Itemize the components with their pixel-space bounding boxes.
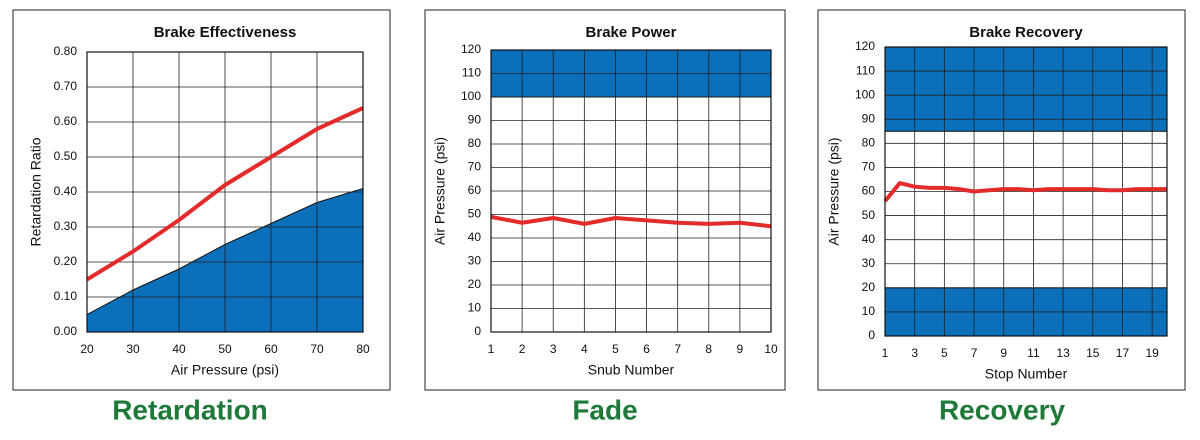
y-tick-label: 100 bbox=[461, 89, 481, 103]
y-tick-label: 80 bbox=[468, 136, 482, 150]
y-tick-label: 70 bbox=[862, 160, 876, 174]
y-tick-label: 40 bbox=[468, 230, 482, 244]
x-tick-label: 10 bbox=[764, 342, 778, 356]
y-tick-label: 0.10 bbox=[54, 289, 78, 303]
x-tick-label: 9 bbox=[1000, 346, 1007, 360]
chart-title: Brake Recovery bbox=[969, 24, 1083, 41]
y-tick-label: 0 bbox=[868, 328, 875, 342]
x-tick-label: 6 bbox=[643, 342, 650, 356]
x-tick-label: 7 bbox=[674, 342, 681, 356]
y-axis-label: Air Pressure (psi) bbox=[826, 137, 842, 245]
x-axis-label: Snub Number bbox=[588, 362, 675, 378]
y-tick-label: 30 bbox=[862, 256, 876, 270]
line bbox=[85, 106, 364, 282]
y-axis-label: Retardation Ratio bbox=[28, 137, 44, 246]
x-tick-label: 30 bbox=[126, 342, 140, 356]
band bbox=[884, 46, 1168, 132]
caption: Fade bbox=[572, 394, 637, 425]
x-tick-label: 8 bbox=[705, 342, 712, 356]
x-tick-label: 60 bbox=[264, 342, 278, 356]
x-tick-label: 15 bbox=[1086, 346, 1100, 360]
y-tick-label: 100 bbox=[855, 87, 875, 101]
y-tick-label: 0.70 bbox=[54, 79, 78, 93]
y-tick-label: 0.00 bbox=[54, 324, 78, 338]
y-tick-label: 110 bbox=[462, 66, 481, 80]
line bbox=[490, 214, 772, 229]
x-tick-label: 80 bbox=[356, 342, 370, 356]
x-axis-label: Air Pressure (psi) bbox=[171, 362, 279, 378]
y-tick-label: 0 bbox=[474, 324, 481, 338]
x-tick-label: 5 bbox=[612, 342, 619, 356]
plot-border bbox=[490, 49, 772, 333]
chart-title: Brake Power bbox=[586, 24, 677, 41]
y-tick-label: 120 bbox=[855, 39, 875, 53]
caption: Retardation bbox=[112, 394, 268, 425]
y-tick-label: 0.20 bbox=[54, 254, 78, 268]
x-tick-label: 9 bbox=[737, 342, 744, 356]
y-tick-label: 20 bbox=[862, 280, 876, 294]
y-tick-label: 40 bbox=[862, 232, 876, 246]
y-tick-label: 0.60 bbox=[54, 114, 78, 128]
x-axis-label: Stop Number bbox=[985, 366, 1068, 382]
caption: Recovery bbox=[939, 394, 1066, 425]
y-tick-label: 50 bbox=[468, 207, 482, 221]
x-tick-label: 50 bbox=[218, 342, 232, 356]
x-tick-label: 3 bbox=[550, 342, 557, 356]
y-tick-label: 110 bbox=[856, 63, 875, 77]
y-tick-label: 0.30 bbox=[54, 219, 78, 233]
y-tick-label: 20 bbox=[468, 277, 482, 291]
y-tick-label: 90 bbox=[862, 111, 876, 125]
line bbox=[883, 181, 1167, 203]
y-tick-label: 80 bbox=[862, 136, 876, 150]
x-tick-label: 2 bbox=[519, 342, 526, 356]
y-tick-label: 60 bbox=[862, 184, 876, 198]
y-tick-label: 50 bbox=[862, 208, 876, 222]
y-tick-label: 90 bbox=[468, 113, 482, 127]
x-tick-label: 3 bbox=[911, 346, 918, 360]
x-tick-label: 4 bbox=[581, 342, 588, 356]
x-tick-label: 11 bbox=[1027, 346, 1040, 360]
y-tick-label: 30 bbox=[468, 254, 482, 268]
y-axis-label: Air Pressure (psi) bbox=[432, 137, 448, 245]
x-tick-label: 5 bbox=[941, 346, 948, 360]
x-tick-label: 17 bbox=[1116, 346, 1130, 360]
x-tick-label: 70 bbox=[310, 342, 324, 356]
y-tick-label: 10 bbox=[468, 301, 482, 315]
x-tick-label: 1 bbox=[882, 346, 889, 360]
x-tick-label: 20 bbox=[80, 342, 94, 356]
y-tick-label: 0.50 bbox=[54, 149, 78, 163]
plot-border bbox=[884, 46, 1168, 337]
x-tick-label: 7 bbox=[971, 346, 978, 360]
y-tick-label: 120 bbox=[461, 42, 481, 56]
plot-border bbox=[86, 51, 364, 333]
x-tick-label: 13 bbox=[1056, 346, 1070, 360]
x-tick-label: 1 bbox=[488, 342, 495, 356]
x-tick-label: 40 bbox=[172, 342, 186, 356]
x-tick-label: 19 bbox=[1145, 346, 1159, 360]
y-tick-label: 10 bbox=[862, 304, 876, 318]
y-tick-label: 60 bbox=[468, 183, 482, 197]
y-tick-label: 0.80 bbox=[54, 44, 78, 58]
chart-title: Brake Effectiveness bbox=[154, 24, 297, 41]
y-tick-label: 70 bbox=[468, 160, 482, 174]
y-tick-label: 0.40 bbox=[54, 184, 78, 198]
